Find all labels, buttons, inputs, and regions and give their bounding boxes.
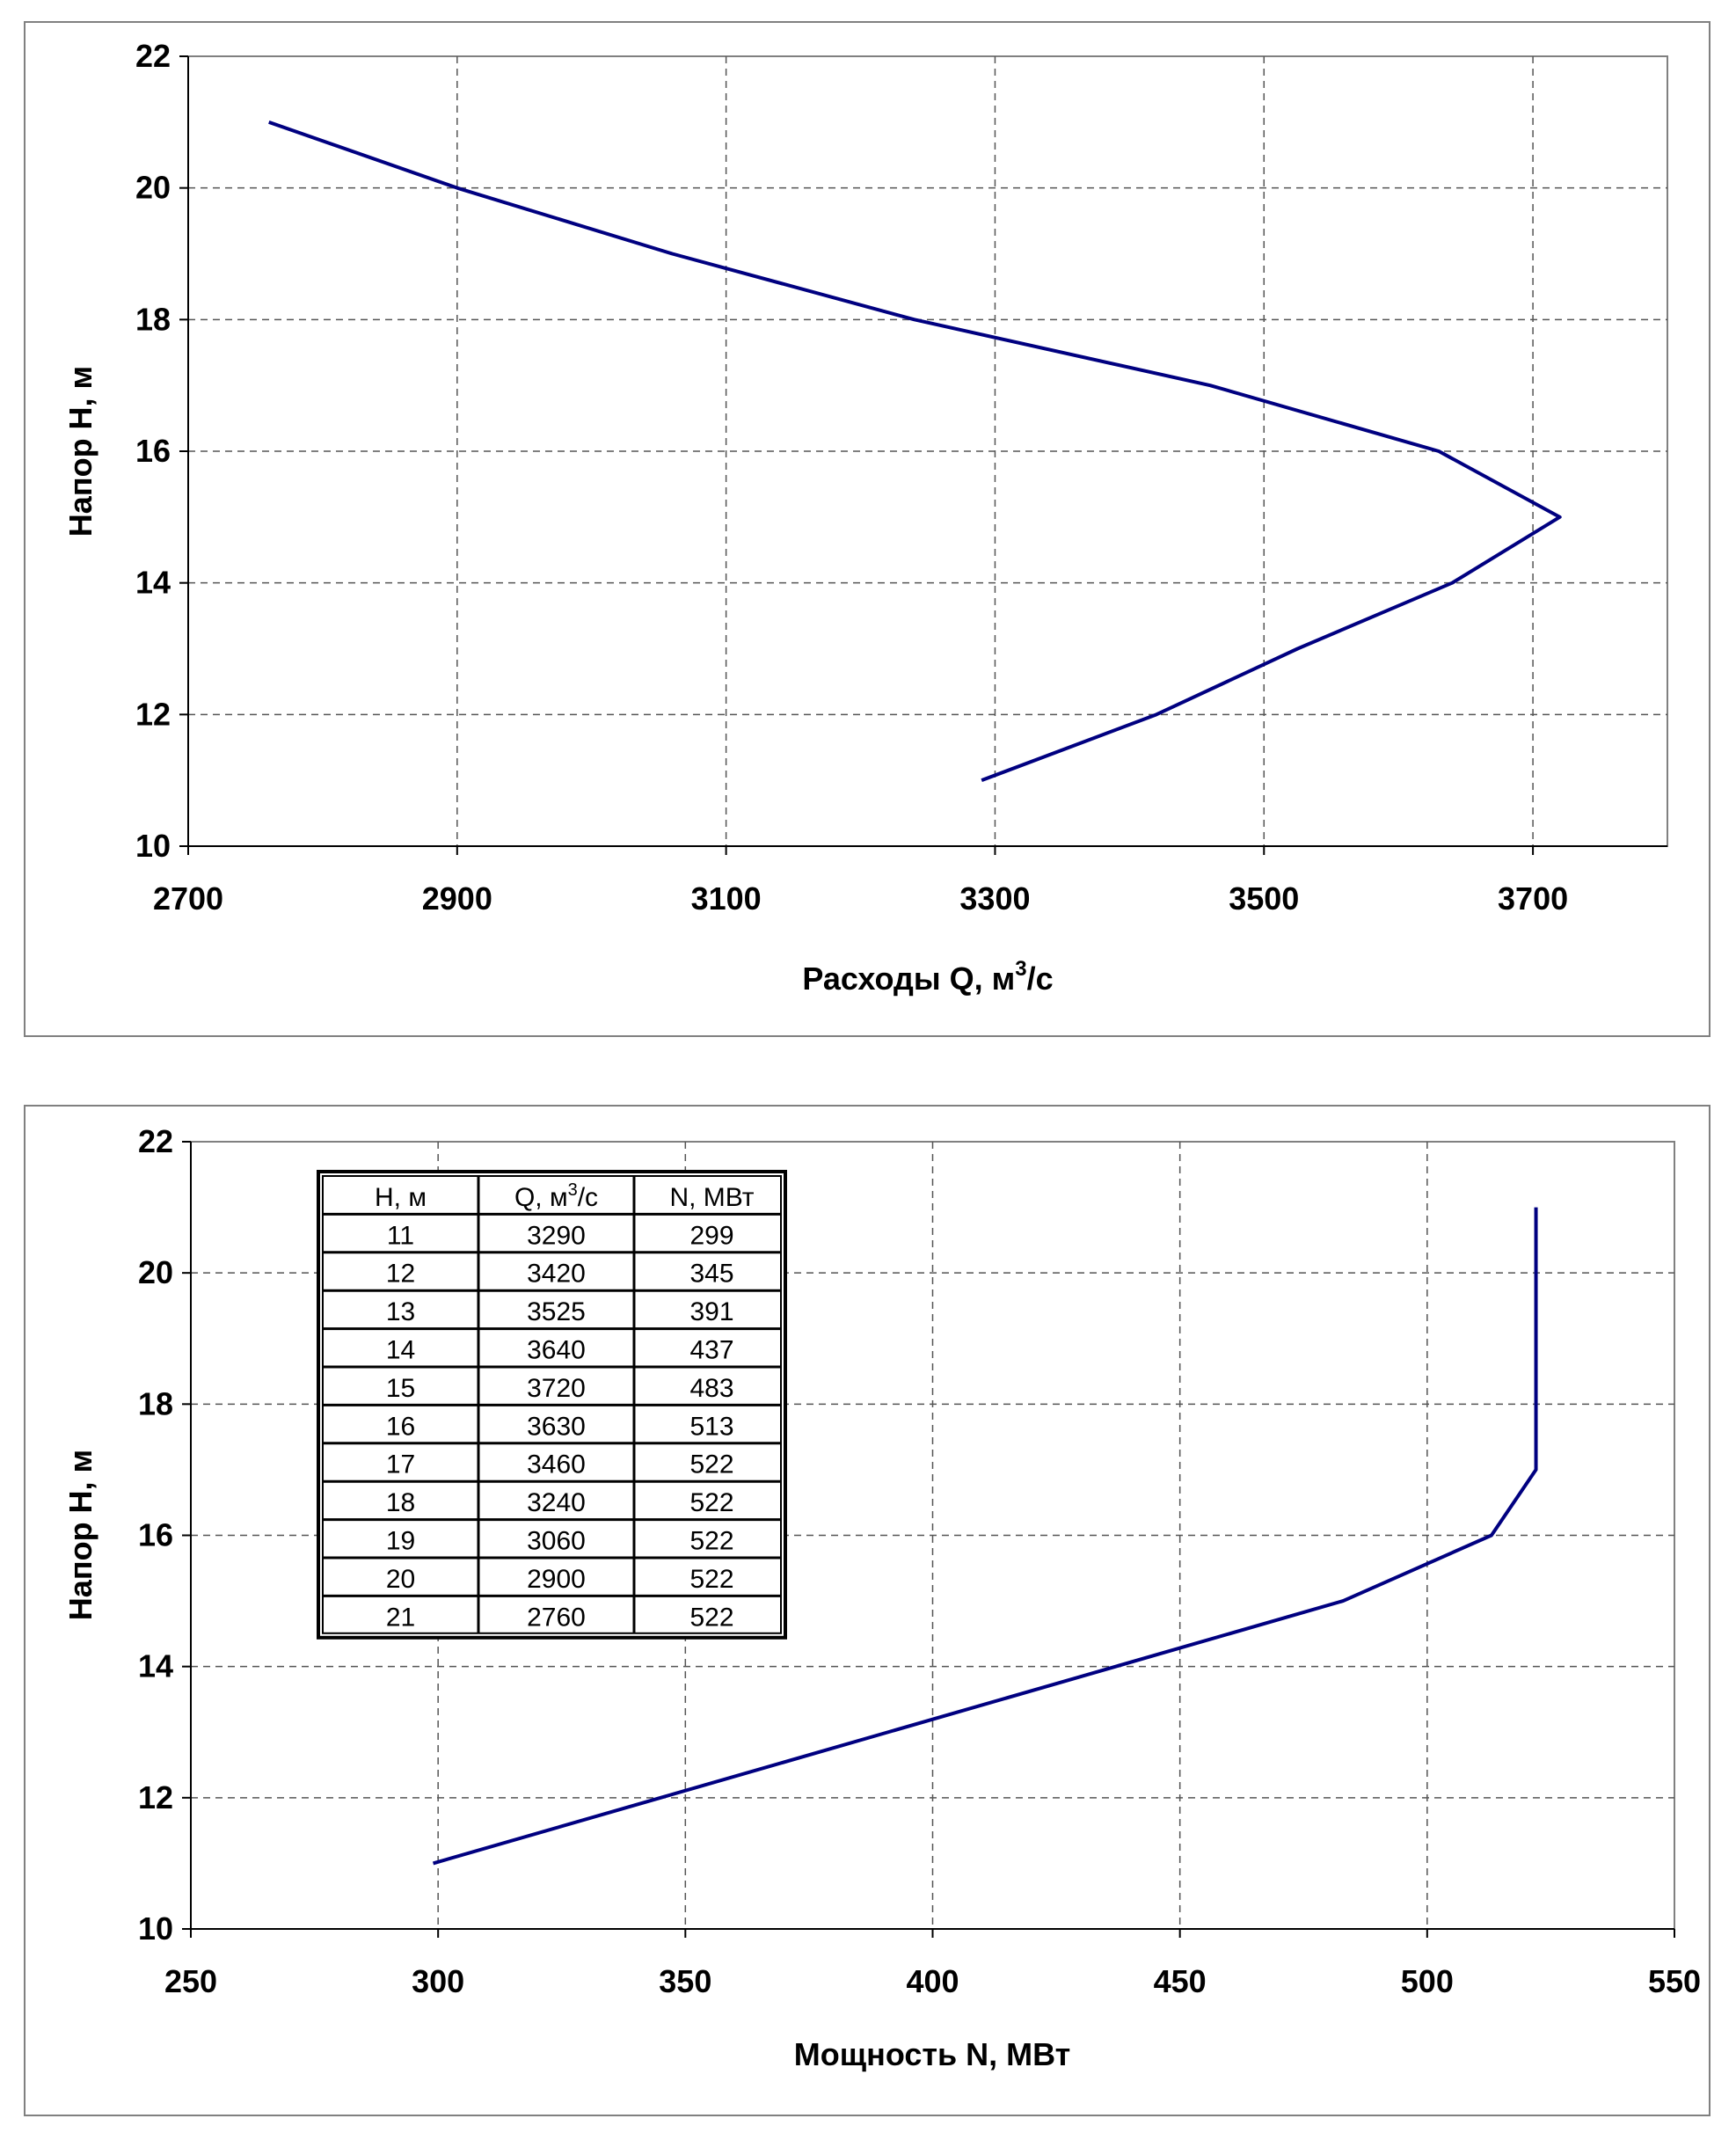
y-axis-title: Напор Н, м — [62, 366, 98, 537]
table-cell: 3290 — [527, 1221, 586, 1250]
table-cell: 522 — [689, 1450, 733, 1479]
table-cell: 11 — [387, 1221, 414, 1250]
table-cell: 3060 — [527, 1526, 586, 1555]
table-cell: 15 — [386, 1374, 415, 1403]
y-tick-label: 22 — [135, 38, 171, 74]
x-tick-label: 3700 — [1498, 880, 1568, 917]
chart-flow-vs-head: Расходы Q, м3/с Напор Н, м 10 12 14 16 18 20 2… — [24, 21, 1710, 1037]
y-tick-label: 16 — [138, 1517, 173, 1553]
table-cell: 2900 — [527, 1565, 586, 1594]
table-cell: 522 — [689, 1488, 733, 1517]
table-cell: 3720 — [527, 1374, 586, 1403]
table-header-cell: N, МВт — [669, 1183, 754, 1212]
data-table: Н, м Q, м3/с N, МВт 11 3290 299 12 3420 345 13 352… — [317, 1170, 787, 1640]
table-cell: 19 — [386, 1526, 415, 1555]
table-cell: 437 — [689, 1335, 733, 1364]
y-tick-label: 18 — [138, 1385, 173, 1421]
y-tick-label: 10 — [138, 1910, 173, 1947]
x-tick-label: 450 — [1154, 1963, 1207, 1999]
x-axis-title: Мощность N, МВт — [794, 2036, 1071, 2072]
y-tick-label: 12 — [138, 1779, 173, 1815]
table-cell: 14 — [386, 1335, 415, 1364]
y-tick-label: 18 — [135, 301, 171, 337]
table-cell: 522 — [689, 1526, 733, 1555]
table-cell: 2760 — [527, 1603, 586, 1632]
y-tick-label: 12 — [135, 696, 171, 732]
table-cell: 21 — [386, 1603, 415, 1632]
y-tick-label: 22 — [138, 1123, 173, 1159]
table-cell: 3525 — [527, 1297, 586, 1326]
x-axis-title: Расходы Q, м3/с — [802, 957, 1053, 997]
table-cell: 522 — [689, 1565, 733, 1594]
table-header-cell: Q, м3/с — [514, 1180, 598, 1212]
table-cell: 3460 — [527, 1450, 586, 1479]
y-tick-label: 16 — [135, 433, 171, 469]
table-cell: 345 — [689, 1260, 733, 1289]
x-tick-label: 2700 — [153, 880, 223, 917]
table-cell: 3240 — [527, 1488, 586, 1517]
table-cell: 513 — [689, 1412, 733, 1441]
table-cell: 299 — [689, 1221, 733, 1250]
table-cell: 483 — [689, 1374, 733, 1403]
y-tick-label: 20 — [138, 1254, 173, 1290]
x-tick-label: 3500 — [1229, 880, 1299, 917]
x-tick-label: 300 — [412, 1963, 464, 1999]
table-cell: 522 — [689, 1603, 733, 1632]
table-cell: 3630 — [527, 1412, 586, 1441]
table-cell: 3640 — [527, 1335, 586, 1364]
x-tick-label: 500 — [1401, 1963, 1454, 1999]
x-tick-label: 250 — [164, 1963, 217, 1999]
x-tick-label: 400 — [906, 1963, 959, 1999]
y-tick-label: 14 — [135, 565, 171, 601]
table-cell: 13 — [386, 1297, 415, 1326]
y-tick-label: 14 — [138, 1648, 173, 1684]
x-tick-label: 550 — [1648, 1963, 1701, 1999]
x-tick-label: 350 — [659, 1963, 711, 1999]
y-axis-title: Напор Н, м — [62, 1450, 98, 1620]
x-tick-label: 2900 — [422, 880, 492, 917]
x-tick-label: 3100 — [691, 880, 762, 917]
y-tick-label: 20 — [135, 170, 171, 206]
table-cell: 391 — [689, 1297, 733, 1326]
y-tick-label: 10 — [135, 828, 171, 864]
chart-power-vs-head: Мощность N, МВт Напор Н, м 10 12 14 16 18 20 2… — [24, 1105, 1710, 2116]
table-header-cell: Н, м — [375, 1183, 427, 1212]
table-cell: 20 — [386, 1565, 415, 1594]
table-cell: 3420 — [527, 1260, 586, 1289]
table-cell: 17 — [386, 1450, 415, 1479]
table-cell: 16 — [386, 1412, 415, 1441]
table-cell: 18 — [386, 1488, 415, 1517]
x-tick-label: 3300 — [959, 880, 1030, 917]
table-cell: 12 — [386, 1260, 415, 1289]
